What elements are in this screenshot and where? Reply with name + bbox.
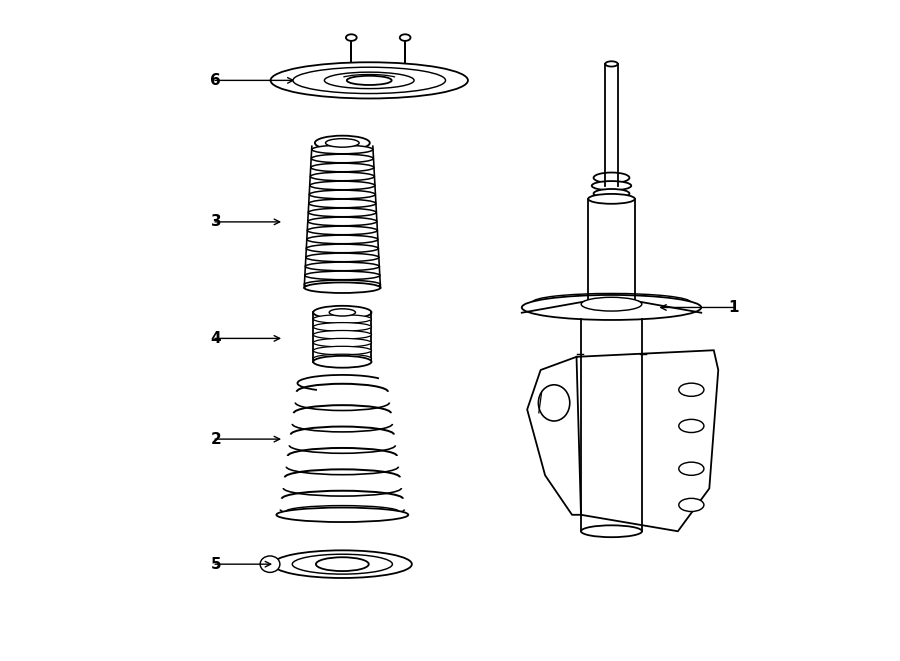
Ellipse shape [581,297,642,311]
Ellipse shape [260,556,280,572]
Ellipse shape [310,173,374,180]
Ellipse shape [679,498,704,512]
Ellipse shape [307,235,378,244]
Ellipse shape [326,139,359,147]
Ellipse shape [304,280,381,289]
Ellipse shape [310,181,375,190]
Ellipse shape [346,76,392,85]
Ellipse shape [346,34,356,41]
Ellipse shape [309,208,376,217]
Ellipse shape [311,154,374,163]
Ellipse shape [594,189,629,198]
Ellipse shape [594,173,629,183]
Ellipse shape [400,34,410,41]
Ellipse shape [310,163,374,172]
Ellipse shape [522,295,701,320]
Ellipse shape [679,383,704,397]
Ellipse shape [307,226,377,235]
Ellipse shape [313,323,372,331]
Ellipse shape [313,338,372,347]
Ellipse shape [306,253,379,262]
Ellipse shape [538,385,570,421]
Ellipse shape [324,72,414,89]
Ellipse shape [276,508,409,522]
Ellipse shape [310,190,375,199]
Ellipse shape [293,67,446,94]
Ellipse shape [679,462,704,475]
Text: 3: 3 [211,214,221,229]
Ellipse shape [304,282,381,293]
Text: 4: 4 [211,331,221,346]
Ellipse shape [305,271,380,280]
Ellipse shape [271,62,468,98]
Ellipse shape [592,181,631,190]
Ellipse shape [315,136,370,150]
Ellipse shape [589,194,634,204]
Ellipse shape [313,354,372,363]
Ellipse shape [313,330,372,339]
Ellipse shape [309,199,376,208]
Ellipse shape [581,525,642,537]
Ellipse shape [329,309,356,316]
Text: 5: 5 [211,557,221,572]
Ellipse shape [605,61,617,67]
Ellipse shape [313,306,372,319]
Text: 2: 2 [211,432,221,447]
Ellipse shape [305,262,380,271]
Ellipse shape [292,554,392,574]
Ellipse shape [313,356,372,368]
Ellipse shape [316,557,369,571]
Ellipse shape [679,419,704,432]
Ellipse shape [306,244,378,253]
Text: 1: 1 [728,300,739,315]
Ellipse shape [308,217,377,226]
Ellipse shape [313,346,372,355]
Ellipse shape [311,145,373,154]
Text: 6: 6 [211,73,221,88]
Ellipse shape [313,315,372,323]
Ellipse shape [273,551,412,578]
